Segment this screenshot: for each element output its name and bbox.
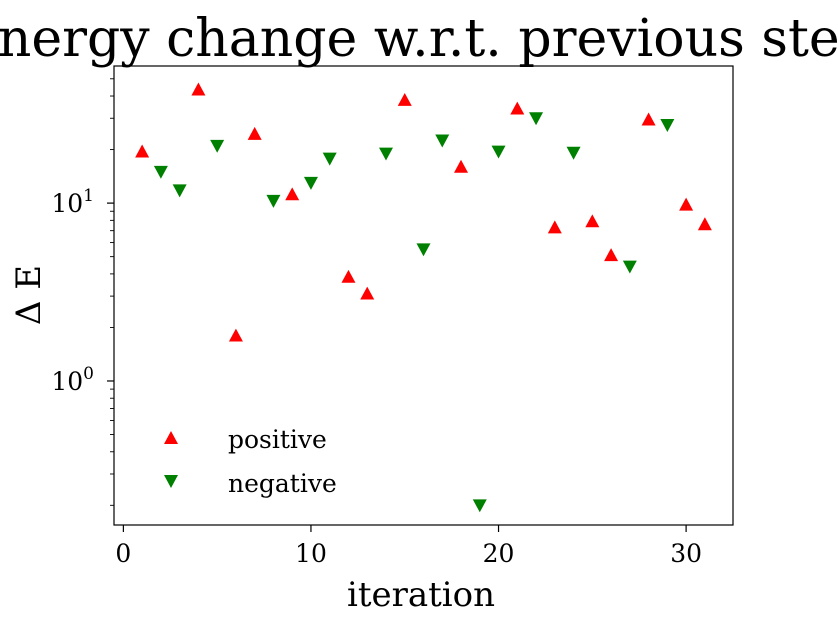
negative-point [491,145,506,159]
positive-point [397,92,412,106]
x-tick-label: 10 [295,539,327,568]
negative-point [303,176,318,190]
positive-point [360,286,375,300]
negative-point [210,139,225,153]
negative-point [435,134,450,148]
positive-point [285,187,300,201]
positive-point [135,144,150,158]
y-tick-label: 100 [51,364,94,396]
negative-point [172,184,187,198]
positive-point [641,112,656,126]
legend-label-positive: positive [228,425,327,454]
negative-point [322,152,337,166]
negative-point [622,260,637,274]
positive-point [454,159,469,173]
negative-point [566,146,581,160]
positive-point [510,101,525,115]
legend-marker-negative [164,475,178,488]
y-tick-label: 101 [51,186,94,218]
x-tick-label: 20 [483,539,515,568]
negative-point [153,165,168,179]
positive-point [679,197,694,211]
positive-point [604,248,619,262]
positive-point [697,217,712,231]
negative-point [266,194,281,208]
data-markers [135,82,712,513]
legend: positive negative [164,425,337,498]
plot-area [113,65,734,526]
x-tick-label: 30 [670,539,702,568]
negative-point [660,119,675,132]
negative-point [529,112,544,126]
x-axis-ticks: 0 10 20 30 [115,525,702,568]
positive-point [247,126,262,140]
positive-point [228,328,243,342]
negative-point [472,499,487,513]
x-tick-label: 0 [115,539,131,568]
positive-point [547,220,562,234]
y-axis-ticks: 100 101 [51,78,114,506]
chart-title: energy change w.r.t. previous step [0,9,838,69]
negative-point [416,243,431,257]
y-axis-label: Δ E [9,265,49,325]
legend-marker-positive [164,431,178,444]
positive-point [585,214,600,228]
positive-point [341,269,356,283]
positive-point [191,82,206,96]
legend-label-negative: negative [228,469,337,498]
negative-point [378,147,393,161]
x-axis-label: iteration [347,575,495,615]
